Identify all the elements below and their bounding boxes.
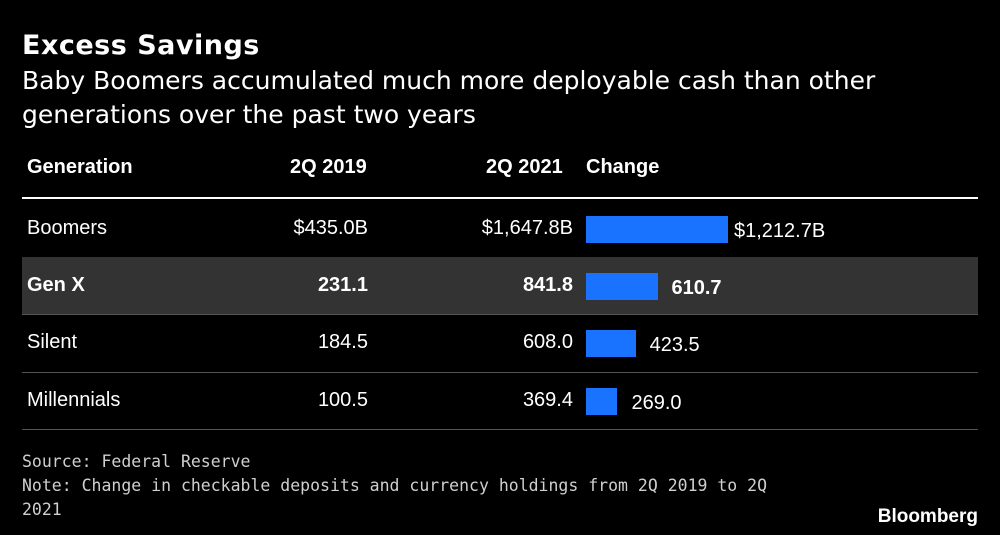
q2021-cell: 841.8 xyxy=(522,274,573,297)
generation-cell: Millennials xyxy=(27,388,121,411)
q2021-cell: $1,647.8B xyxy=(481,217,573,239)
q2019-cell: 100.5 xyxy=(317,388,368,411)
generation-cell: Gen X xyxy=(27,274,85,297)
row-divider xyxy=(22,428,978,430)
chart-subtitle: Baby Boomers accumulated much more deplo… xyxy=(22,66,876,129)
row-divider xyxy=(22,314,978,316)
q2019-cell: $435.0B xyxy=(293,217,368,239)
q2021-cell: 369.4 xyxy=(522,388,573,411)
header-2q2019: 2Q 2019 xyxy=(290,156,367,178)
header-generation: Generation xyxy=(27,156,133,178)
change-label: 269.0 xyxy=(631,391,682,414)
header-rule xyxy=(22,197,978,199)
header-change: Change xyxy=(586,156,660,178)
source-note: Source: Federal Reserve xyxy=(22,452,251,471)
row-divider xyxy=(22,371,978,373)
table-row: Millennials 100.5 369.4 269.0 xyxy=(22,372,978,429)
generation-cell: Boomers xyxy=(27,217,108,239)
generation-cell: Silent xyxy=(27,331,78,354)
chart-title: Excess Savings xyxy=(22,30,260,61)
change-bar xyxy=(586,330,636,358)
change-label: 423.5 xyxy=(649,334,700,357)
q2019-cell: 231.1 xyxy=(317,274,368,297)
table-row: Boomers $435.0B $1,647.8B $1,212.7B xyxy=(22,200,978,257)
change-bar xyxy=(586,216,728,243)
q2021-cell: 608.0 xyxy=(522,331,573,354)
q2019-cell: 184.5 xyxy=(317,331,368,354)
table-row: Gen X 231.1 841.8 610.7 xyxy=(22,257,978,315)
change-label: $1,212.7B xyxy=(734,220,826,242)
table-row: Silent 184.5 608.0 423.5 xyxy=(22,314,978,371)
header-2q2021: 2Q 2021 xyxy=(486,156,563,178)
change-bar xyxy=(586,387,618,415)
change-bar xyxy=(586,273,658,301)
bloomberg-logo: Bloomberg xyxy=(877,506,978,527)
change-label: 610.7 xyxy=(671,277,722,300)
footnote: Note: Change in checkable deposits and c… xyxy=(22,476,768,519)
